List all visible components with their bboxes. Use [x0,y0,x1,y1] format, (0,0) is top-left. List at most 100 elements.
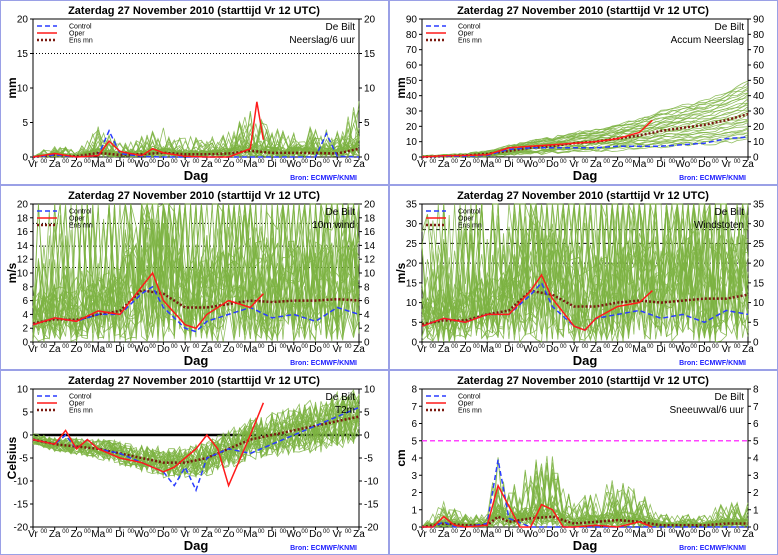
x-tick-label: Vr [180,529,190,540]
x-tick-label: Zo [223,159,235,170]
x-tick-label: Do [546,159,559,170]
x-half-label: 00 [127,529,134,535]
x-half-label: 00 [323,159,330,165]
x-half-label: 00 [41,159,48,165]
x-half-label: 00 [345,529,352,535]
x-tick-label: Vr [417,529,427,540]
y-tick-label-right: -20 [364,523,379,534]
y-tick-label-right: 20 [364,200,376,211]
y-tick-label-right: 10 [364,385,376,396]
legend-label-control: Control [69,24,92,31]
x-half-label: 00 [538,344,545,350]
x-tick-label: Za [438,529,450,540]
y-tick-label: 0 [411,523,417,534]
variable-label: Neerslag/6 uur [289,35,355,46]
x-tick-label: Zo [223,529,235,540]
x-tick-label: Zo [612,344,624,355]
x-half-label: 00 [84,529,91,535]
x-half-label: 00 [560,159,567,165]
x-half-label: 00 [495,529,502,535]
y-tick-label: 4 [22,310,28,321]
x-tick-label: Do [157,159,170,170]
y-tick-label-right: 5 [753,436,759,447]
oper-line [421,273,653,332]
x-half-label: 00 [171,344,178,350]
y-tick-label: 50 [406,76,418,87]
y-tick-label-right: -15 [364,500,379,511]
x-tick-label: Di [267,159,276,170]
x-tick-label: Zo [460,159,472,170]
x-tick-label: Zo [223,344,235,355]
x-half-label: 00 [84,344,91,350]
x-tick-label: Ma [91,344,105,355]
x-tick-label: Vr [332,344,342,355]
chart-panel-3: Zaterdag 27 November 2010 (starttijd Vr … [0,185,389,370]
x-tick-label: Di [504,344,513,355]
chart-svg: Zaterdag 27 November 2010 (starttijd Vr … [5,5,376,183]
x-tick-label: Vr [569,344,579,355]
x-tick-label: Do [157,529,170,540]
ensemble-member-line [421,203,749,338]
x-half-label: 00 [712,529,719,535]
x-tick-label: Vr [569,159,579,170]
x-half-label: 00 [669,344,676,350]
x-half-label: 00 [149,344,156,350]
x-tick-label: Za [49,159,61,170]
x-half-label: 00 [647,159,654,165]
x-half-label: 00 [127,344,134,350]
x-tick-label: Zo [612,529,624,540]
x-tick-label: Ma [91,529,105,540]
y-tick-label: 0 [411,338,417,349]
y-tick-label-right: 25 [753,239,765,250]
y-tick-label-right: 70 [753,45,765,56]
location-label: De Bilt [326,392,356,403]
y-tick-label: 7 [411,402,417,413]
y-tick-label-right: 2 [753,488,759,499]
y-tick-label-right: 6 [753,419,759,430]
x-half-label: 00 [495,344,502,350]
x-tick-label: Wo [523,159,538,170]
y-tick-label: 12 [17,255,29,266]
x-tick-label: Vr [417,344,427,355]
chart-panel-1: Zaterdag 27 November 2010 (starttijd Vr … [0,0,389,185]
x-tick-label: Do [309,159,322,170]
x-half-label: 00 [495,159,502,165]
x-half-label: 00 [84,159,91,165]
y-tick-label: 0 [22,338,28,349]
y-tick-label-right: 20 [753,259,765,270]
x-half-label: 00 [625,344,632,350]
source-label: Bron: ECMWF/KNMI [679,175,746,182]
x-tick-label: Do [309,344,322,355]
legend-label-mean: Ens mn [69,38,93,45]
x-half-label: 00 [41,529,48,535]
x-half-label: 00 [280,529,287,535]
x-half-label: 00 [41,344,48,350]
y-axis-label: cm [394,449,408,466]
y-tick-label-right: 18 [364,213,376,224]
y-tick-label: 60 [406,61,418,72]
x-half-label: 00 [582,344,589,350]
x-tick-label: Wo [675,159,690,170]
y-tick-label: 0 [22,153,28,164]
y-tick-label: 25 [406,239,418,250]
x-half-label: 00 [647,344,654,350]
source-label: Bron: ECMWF/KNMI [290,545,357,552]
ensemble-member-line [32,398,360,477]
x-half-label: 00 [516,344,523,350]
y-tick-label: 15 [406,278,418,289]
x-half-label: 00 [236,344,243,350]
x-tick-label: Wo [675,529,690,540]
x-half-label: 00 [430,159,437,165]
x-half-label: 00 [473,344,480,350]
y-tick-label-right: 15 [364,49,376,60]
x-half-label: 00 [516,159,523,165]
x-half-label: 00 [171,529,178,535]
x-tick-label: Za [49,344,61,355]
x-half-label: 00 [193,529,200,535]
legend-label-control: Control [69,209,92,216]
variable-label: Windstoten [694,220,744,231]
x-tick-label: Za [49,529,61,540]
y-tick-label: 10 [17,84,29,95]
x-tick-label: Di [504,159,513,170]
x-half-label: 00 [603,344,610,350]
